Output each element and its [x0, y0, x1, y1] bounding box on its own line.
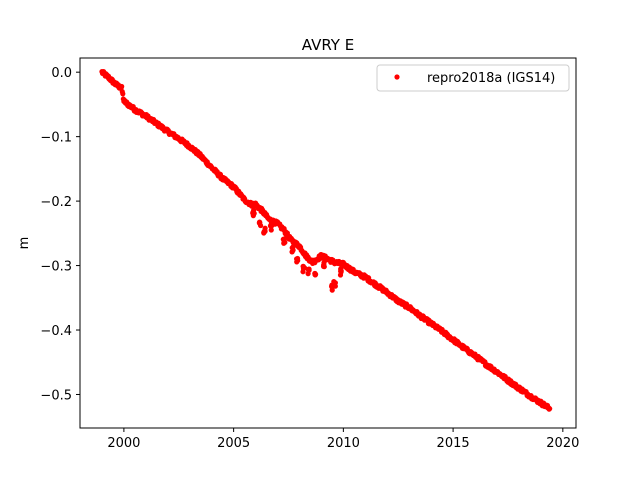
data-point: [547, 406, 553, 412]
data-point-excursion: [280, 236, 286, 242]
data-point-excursion: [300, 269, 306, 275]
legend-box: [376, 64, 570, 92]
x-tick-label: 2005: [217, 436, 250, 451]
data-point: [119, 83, 125, 90]
y-tick-label: −0.4: [40, 324, 72, 339]
legend: repro2018a (IGS14): [376, 64, 570, 92]
data-point-excursion: [313, 271, 319, 277]
data-points: [99, 68, 553, 412]
data-point: [120, 91, 126, 97]
plot-area: [99, 68, 553, 412]
data-point-excursion: [261, 229, 267, 235]
data-point-excursion: [294, 259, 300, 265]
data-point-excursion: [338, 268, 344, 274]
data-point-excursion: [332, 281, 338, 288]
x-tick-label: 2010: [327, 436, 360, 451]
x-axis: 2000 2005 2010 2015 2020: [107, 428, 579, 451]
x-tick-label: 2015: [437, 436, 470, 451]
y-tick-label: 0.0: [51, 66, 72, 81]
legend-label: repro2018a (IGS14): [427, 71, 555, 86]
data-point-excursion: [281, 240, 287, 246]
data-point-excursion: [251, 210, 257, 216]
legend-marker: [394, 74, 400, 80]
chart-title: AVRY E: [302, 36, 354, 54]
data-point-excursion: [337, 272, 344, 278]
y-tick-label: −0.5: [40, 388, 72, 403]
y-tick-label: −0.2: [40, 195, 72, 210]
plot-frame: [79, 57, 577, 429]
data-point-excursion: [268, 227, 274, 233]
data-point-excursion: [321, 262, 327, 268]
data-point-excursion: [268, 222, 274, 228]
y-axis-label: m: [17, 237, 32, 250]
data-point-excursion: [306, 267, 312, 273]
x-tick-label: 2020: [546, 436, 579, 451]
x-tick-label: 2000: [107, 436, 140, 451]
y-axis: 0.0 −0.1 −0.2 −0.3 −0.4 −0.5: [40, 66, 80, 403]
data-point-excursion: [289, 248, 295, 255]
y-tick-label: −0.1: [40, 131, 72, 146]
data-point-excursion: [257, 222, 264, 229]
y-tick-label: −0.3: [40, 260, 72, 275]
